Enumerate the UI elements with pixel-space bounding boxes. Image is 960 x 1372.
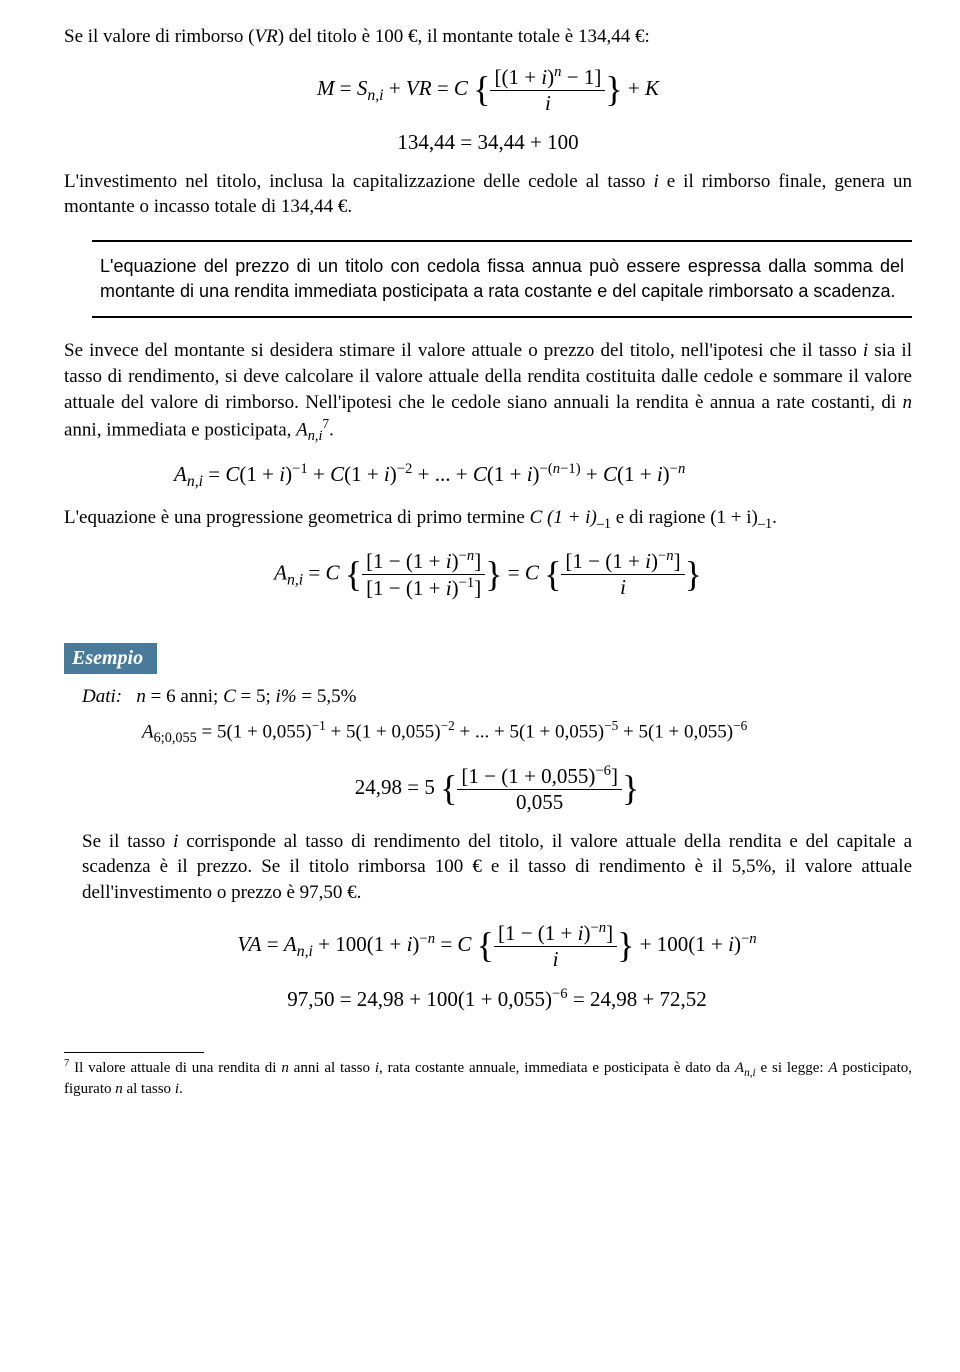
paragraph-valore-attuale: Se invece del montante si desidera stima… — [64, 338, 912, 446]
example-body: Dati: n = 6 anni; C = 5; i% = 5,5% A6;0,… — [82, 684, 912, 1012]
callout-box: L'equazione del prezzo di un titolo con … — [92, 240, 912, 318]
numerator: [1 − (1 + i)−n] — [362, 548, 485, 575]
denominator: i — [561, 575, 684, 600]
subscript: n,i — [367, 87, 383, 104]
footnote: 7 Il valore attuale di una rendita di n … — [64, 1057, 912, 1100]
paragraph-intro: Se il valore di rimborso (VR) del titolo… — [64, 24, 912, 50]
formula-montante: M = Sn,i + VR = C { [(1 + i)n − 1] i } +… — [64, 64, 912, 116]
formula-annuity-series: An,i = C(1 + i)−1 + C(1 + i)−2 + ... + C… — [64, 461, 912, 491]
numerator: [1 − (1 + 0,055)−6] — [457, 763, 622, 790]
page: Se il valore di rimborso (VR) del titolo… — [0, 0, 960, 1372]
formula-va-numeric: 97,50 = 24,98 + 100(1 + 0,055)−6 = 24,98… — [82, 986, 912, 1012]
denominator: [1 − (1 + i)−1] — [362, 575, 485, 601]
denominator: i — [494, 947, 617, 972]
formula-va: VA = An,i + 100(1 + i)−n = C { [1 − (1 +… — [82, 920, 912, 972]
formula-sum: 134,44 = 34,44 + 100 — [64, 130, 912, 155]
example-paragraph: Se il tasso i corrisponde al tasso di re… — [82, 829, 912, 906]
formula-annuity-closed: An,i = C { [1 − (1 + i)−n] [1 − (1 + i)−… — [64, 548, 912, 601]
numerator: [1 − (1 + i)−n] — [494, 920, 617, 947]
denominator: 0,055 — [457, 790, 622, 815]
footnote-rule — [64, 1052, 204, 1053]
example-dati: Dati: n = 6 anni; C = 5; i% = 5,5% — [82, 684, 912, 710]
paragraph-investimento: L'investimento nel titolo, inclusa la ca… — [64, 169, 912, 220]
example-badge: Esempio — [64, 643, 157, 674]
numerator: [1 − (1 + i)−n] — [561, 548, 684, 575]
paragraph-progressione: L'equazione è una progressione geometric… — [64, 505, 912, 534]
numerator: [(1 + i)n − 1] — [490, 64, 605, 91]
example-formula: 24,98 = 5 { [1 − (1 + 0,055)−6] 0,055 } — [82, 763, 912, 815]
example-series: A6;0,055 = 5(1 + 0,055)−1 + 5(1 + 0,055)… — [82, 717, 912, 748]
denominator: i — [490, 91, 605, 116]
